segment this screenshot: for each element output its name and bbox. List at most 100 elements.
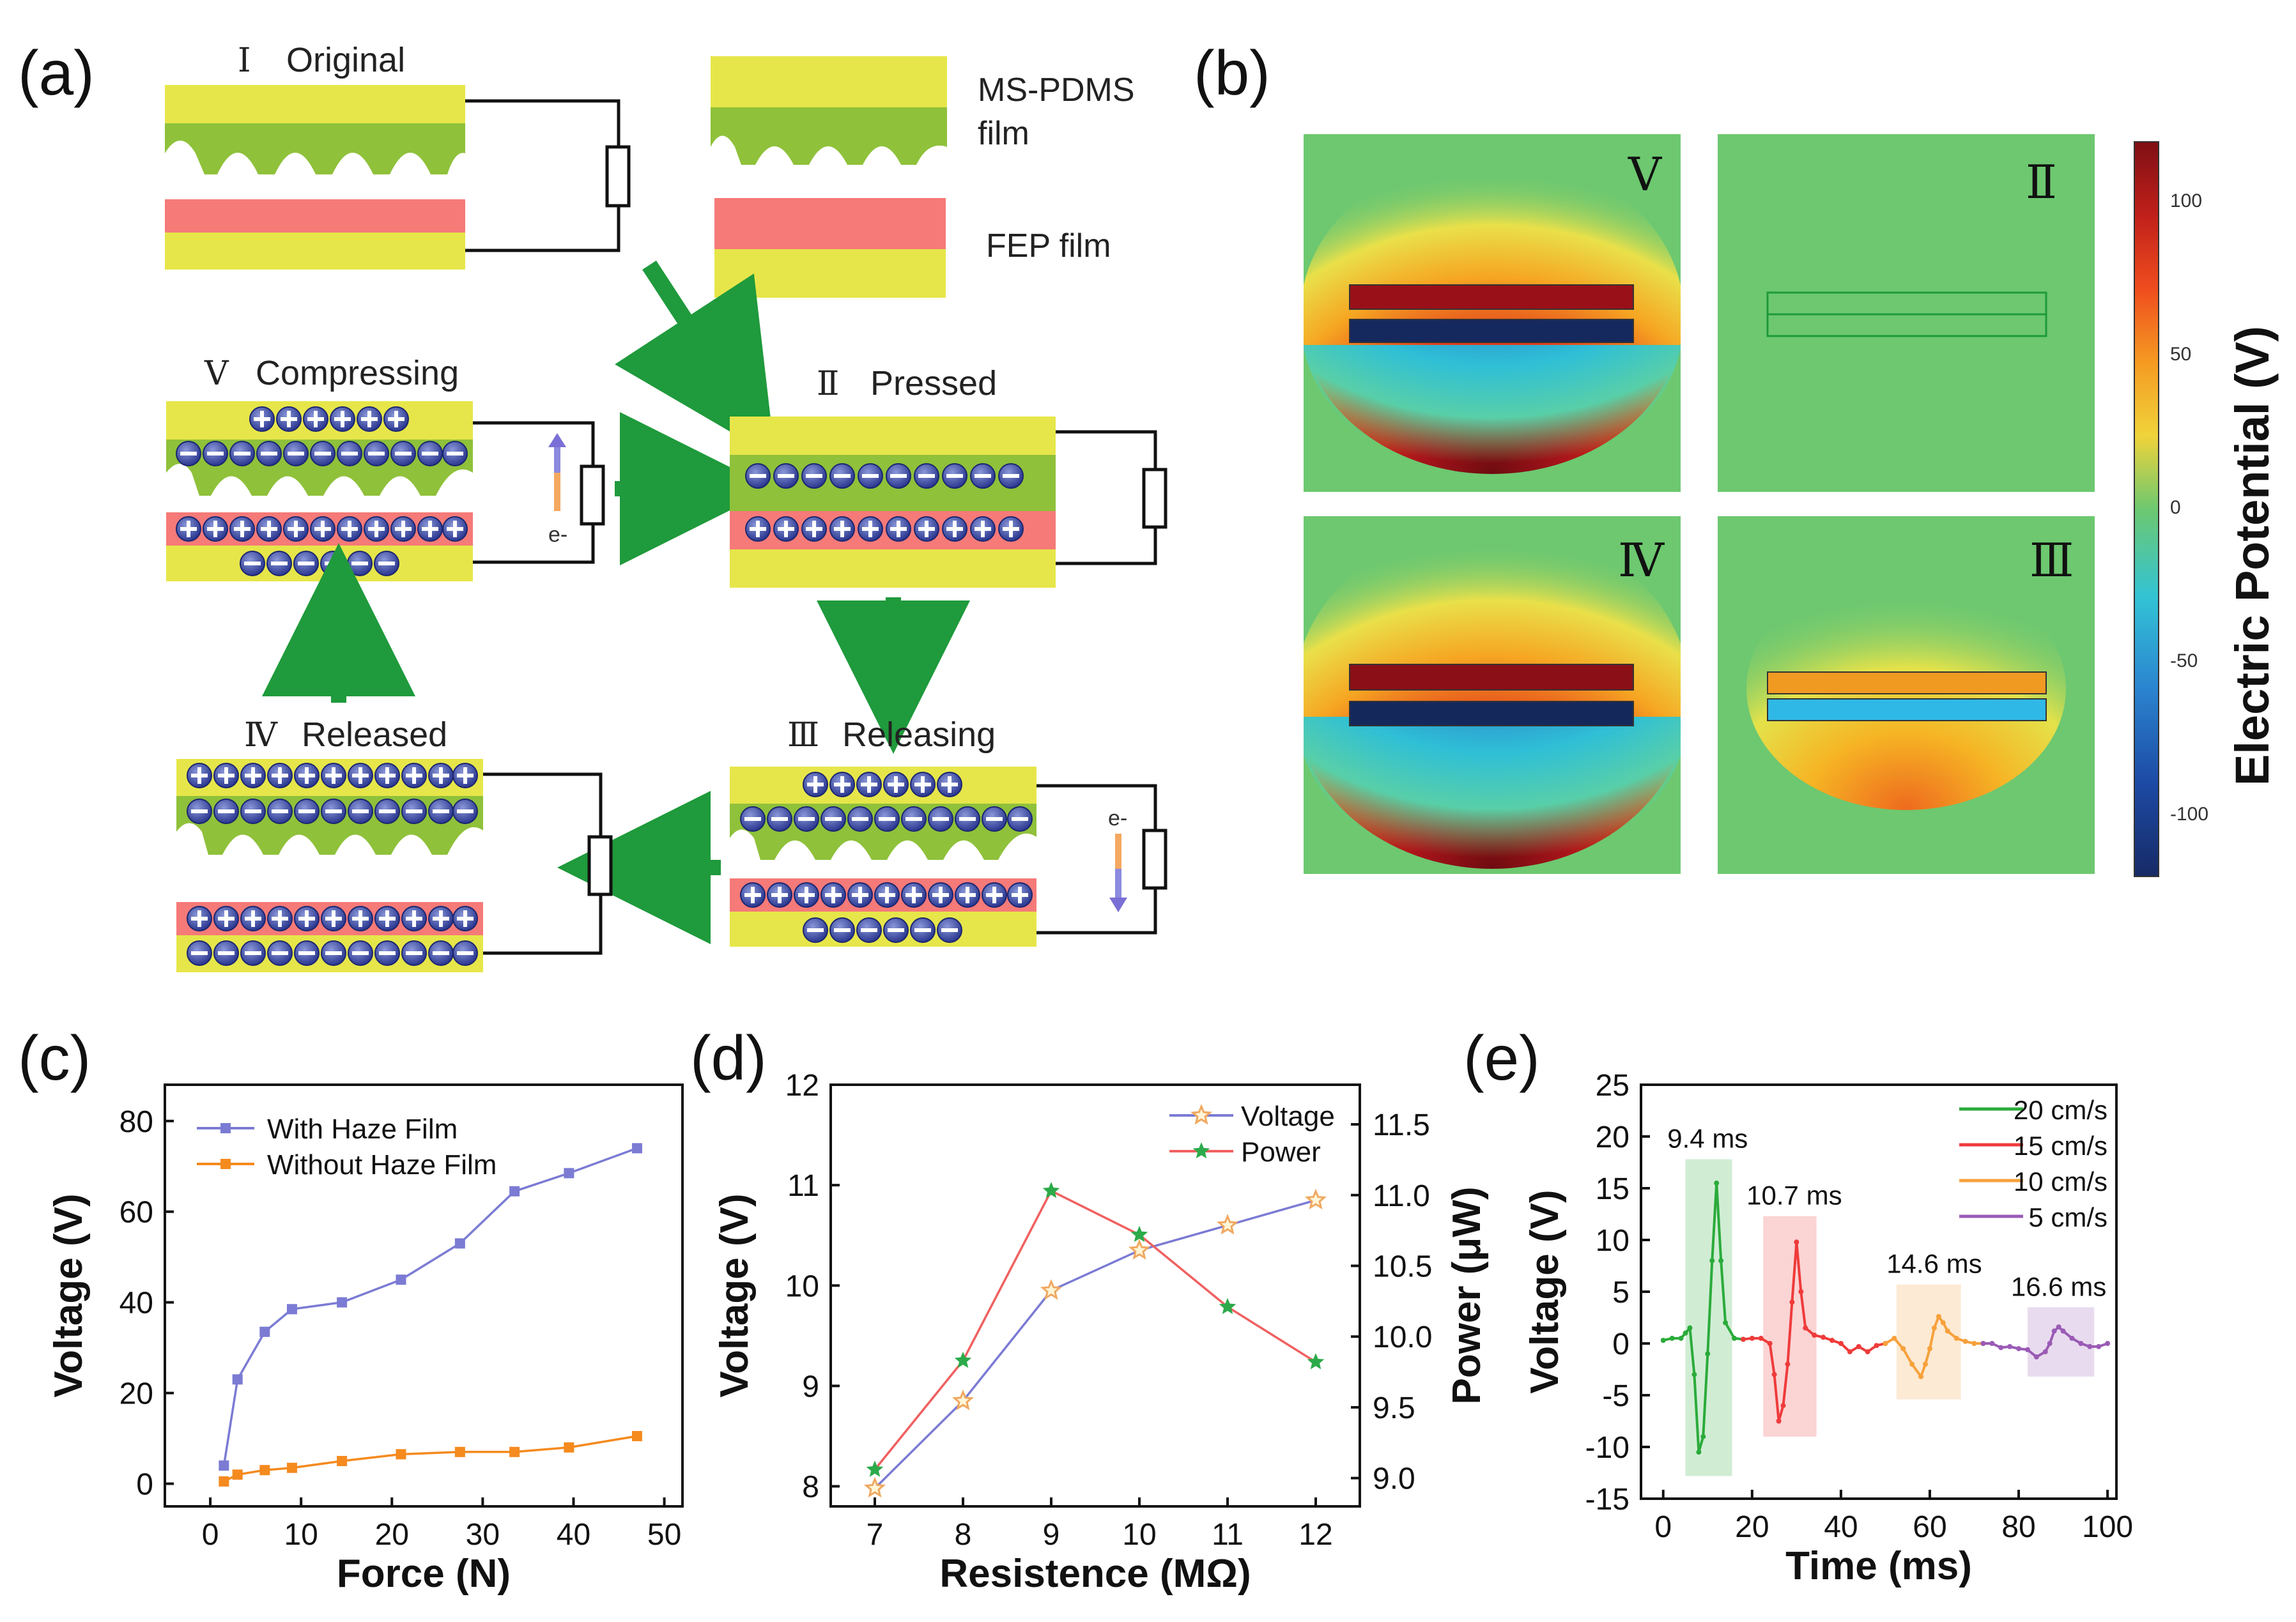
chart-c-xtick-label: 30 bbox=[466, 1518, 500, 1552]
chart-e-xtick-label: 20 bbox=[1735, 1510, 1769, 1544]
compressing-fep-plus-charges bbox=[176, 516, 468, 542]
chart-c-legend-marker bbox=[220, 1159, 231, 1169]
chart-c-point bbox=[337, 1456, 348, 1467]
chart-e-point bbox=[1940, 1320, 1946, 1326]
compressing-electron-arrow bbox=[548, 433, 566, 447]
released-top-plus-charges bbox=[187, 763, 478, 788]
chart-e-point bbox=[1771, 1372, 1777, 1377]
chart-e-point bbox=[1998, 1345, 2004, 1350]
chart-d-series-line-1 bbox=[874, 1189, 1316, 1471]
panel-d-label: (d) bbox=[690, 1023, 767, 1093]
chart-c-xtick-label: 10 bbox=[284, 1518, 318, 1552]
chart-e-point bbox=[1798, 1289, 1804, 1294]
chart-e-point bbox=[1696, 1450, 1702, 1455]
chart-e-ytick-label: -5 bbox=[1602, 1379, 1630, 1413]
original-numeral: Ⅰ bbox=[238, 43, 251, 79]
releasing-fep-plus-charges bbox=[740, 882, 1033, 908]
chart-d-xtick-label: 9 bbox=[1043, 1518, 1060, 1552]
chart-e-point bbox=[1936, 1313, 1941, 1319]
chart-e-point bbox=[1892, 1335, 1897, 1341]
chart-e-point bbox=[2060, 1328, 2066, 1334]
chart-c-legend-label: With Haze Film bbox=[267, 1113, 458, 1145]
chart-e-point bbox=[1718, 1258, 1724, 1264]
chart-c-point bbox=[259, 1465, 270, 1476]
chart-c-ytick-label: 20 bbox=[119, 1377, 153, 1411]
chart-d-ytick-label: 9 bbox=[802, 1370, 819, 1404]
panel-a: (a) Ⅰ Original MS-PDMS film FEP film bbox=[18, 38, 1167, 972]
chart-e-point bbox=[1931, 1325, 1937, 1331]
colorbar-tick-0: 0 bbox=[2170, 497, 2181, 518]
released-pdms-minus-charges bbox=[187, 799, 478, 824]
colorbar-tick-neg50: -50 bbox=[2170, 650, 2198, 671]
chart-e-point bbox=[1749, 1335, 1755, 1341]
released-title: Released bbox=[302, 715, 447, 754]
chart-d-axes-frame bbox=[829, 1083, 1361, 1508]
arrow-original-to-pressed bbox=[615, 260, 776, 458]
chart-e-point bbox=[1678, 1335, 1684, 1341]
pressed-load-resistor bbox=[1142, 468, 1167, 529]
chart-e-ylabel: Voltage (V) bbox=[1523, 1190, 1567, 1393]
chart-e-point bbox=[2033, 1354, 2039, 1360]
compressing-load-resistor bbox=[580, 464, 605, 526]
chart-e-point bbox=[1838, 1341, 1844, 1346]
releasing-pdms-minus-charges bbox=[740, 806, 1033, 832]
chart-e-point bbox=[1953, 1335, 1959, 1341]
chart-c: 0 10 20 30 40 50 0 20 40 60 80 Force (N) Voltage (V)… bbox=[47, 1083, 684, 1596]
chart-e-point bbox=[1909, 1361, 1915, 1367]
chart-c-point bbox=[396, 1449, 406, 1460]
state-releasing: Ⅲ Releasing e- bbox=[730, 715, 1167, 947]
chart-e-point bbox=[1803, 1325, 1808, 1331]
chart-c-series-line-1 bbox=[223, 1435, 638, 1483]
colorbar-tick-100: 100 bbox=[2170, 190, 2202, 211]
layer-legend: MS-PDMS film FEP film bbox=[711, 56, 1135, 298]
map-ii: Ⅱ bbox=[1718, 134, 2095, 492]
chart-d-xlabel: Resistence (MΩ) bbox=[939, 1552, 1251, 1596]
chart-e-point bbox=[1789, 1299, 1795, 1305]
legend-fep-swatch bbox=[714, 198, 946, 249]
chart-c-ytick-label: 60 bbox=[119, 1196, 153, 1230]
map-iv-label: Ⅳ bbox=[1618, 535, 1665, 586]
compressing-numeral: Ⅴ bbox=[204, 356, 229, 392]
colorbar: 100 50 0 -50 -100 Electric Potential (V) bbox=[2134, 141, 2279, 877]
chart-c-point bbox=[631, 1431, 642, 1441]
chart-e-point bbox=[1714, 1180, 1720, 1186]
pressed-title: Pressed bbox=[870, 364, 997, 402]
original-bottom-electrode bbox=[165, 233, 465, 270]
panel-c-label: (c) bbox=[18, 1023, 91, 1093]
chart-e-point bbox=[1687, 1325, 1693, 1331]
chart-d-ylabel: Voltage (V) bbox=[713, 1193, 757, 1397]
chart-d-ytick-right-label: 11.5 bbox=[1373, 1108, 1430, 1142]
chart-e-annotation-3: 16.6 ms bbox=[2011, 1271, 2106, 1301]
chart-d-ytick-right-label: 9.5 bbox=[1373, 1391, 1415, 1425]
chart-e-point bbox=[1847, 1349, 1853, 1354]
legend-ms-pdms-label: MS-PDMS bbox=[978, 72, 1135, 109]
chart-d-xtick-label: 8 bbox=[955, 1518, 972, 1552]
chart-e-ytick-label: 20 bbox=[1596, 1121, 1630, 1154]
chart-c-point bbox=[631, 1143, 642, 1154]
chart-e-point bbox=[1758, 1335, 1764, 1341]
chart-c-xlabel: Force (N) bbox=[337, 1552, 511, 1596]
releasing-electron-arrow bbox=[1109, 898, 1127, 912]
chart-c-point bbox=[509, 1446, 520, 1457]
chart-e-point bbox=[1989, 1341, 1995, 1346]
chart-e-point bbox=[1918, 1373, 1924, 1379]
compressing-electron-label: e- bbox=[548, 523, 567, 547]
chart-e-point bbox=[1705, 1351, 1711, 1357]
chart-c-xtick-label: 50 bbox=[647, 1518, 681, 1552]
chart-c-xtick-label: 0 bbox=[202, 1518, 219, 1552]
state-pressed: Ⅱ Pressed bbox=[730, 364, 1167, 588]
chart-e-point bbox=[1865, 1349, 1870, 1354]
chart-c-ytick-label: 40 bbox=[119, 1287, 153, 1320]
chart-e-point bbox=[1767, 1341, 1773, 1346]
chart-d-ytick-label: 8 bbox=[802, 1471, 819, 1504]
chart-d-xtick-label: 7 bbox=[867, 1518, 884, 1552]
chart-e-ytick-label: -15 bbox=[1585, 1483, 1630, 1517]
chart-e-point bbox=[1927, 1346, 1932, 1352]
chart-d-point bbox=[1042, 1182, 1060, 1198]
panel-e-label: (e) bbox=[1463, 1023, 1540, 1093]
chart-e-point bbox=[1971, 1341, 1977, 1346]
chart-c-point bbox=[396, 1274, 406, 1285]
chart-d-legend-marker bbox=[1190, 1104, 1213, 1125]
chart-d-legend-label: Power bbox=[1241, 1136, 1321, 1168]
